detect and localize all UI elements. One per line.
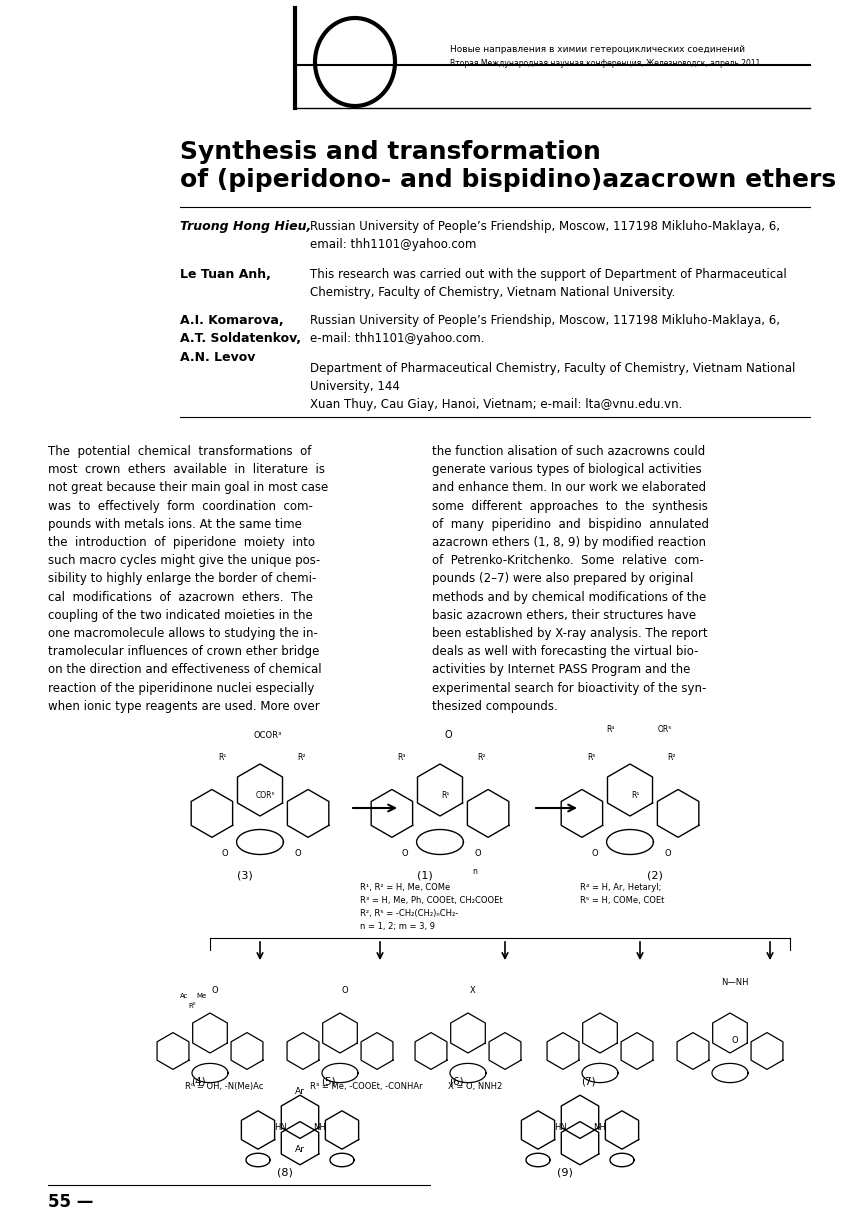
Text: Le Tuan Anh,: Le Tuan Anh, [180,267,271,281]
Text: R¹: R¹ [631,791,639,800]
Text: X = O, NNH2: X = O, NNH2 [448,1082,502,1092]
Text: O: O [732,1035,739,1045]
Text: COR⁵: COR⁵ [255,791,275,800]
Text: of (piperidono- and bispidino)azacrown ethers: of (piperidono- and bispidino)azacrown e… [180,168,836,192]
Text: This research was carried out with the support of Department of Pharmaceutical
C: This research was carried out with the s… [310,267,787,299]
Text: (1): (1) [417,871,433,880]
Text: R³ = H, Me, Ph, COOEt, CH₂COOEt: R³ = H, Me, Ph, COOEt, CH₂COOEt [360,896,502,905]
Text: Russian University of People’s Friendship, Moscow, 117198 Mikluho-Maklaya, 6,
e-: Russian University of People’s Friendshi… [310,314,780,346]
Text: Synthesis and transformation: Synthesis and transformation [180,140,601,164]
Text: A.I. Komarova,
A.T. Soldatenkov,
A.N. Levov: A.I. Komarova, A.T. Soldatenkov, A.N. Le… [180,314,301,364]
Text: O: O [665,849,672,858]
Text: 55 —: 55 — [48,1193,94,1211]
Text: (3): (3) [237,871,252,880]
Text: HN: HN [275,1123,287,1132]
Text: R²: R² [298,753,306,762]
Text: NH: NH [313,1123,326,1132]
Text: the function alisation of such azacrowns could
generate various types of biologi: the function alisation of such azacrowns… [432,444,709,713]
Text: (5): (5) [320,1077,335,1087]
Text: O: O [474,849,481,858]
Text: O: O [295,849,301,858]
Text: (8): (8) [277,1167,293,1177]
Text: R⁰: R⁰ [188,1002,196,1009]
Text: R¹, R² = H, Me, COMe: R¹, R² = H, Me, COMe [360,883,450,893]
Text: R¹: R¹ [441,791,449,800]
Text: R²: R² [478,753,486,762]
Text: R³: R³ [398,753,406,762]
Text: O: O [445,730,452,740]
Text: Вторая Международная научная конференция, Железноводск, апрель 2011: Вторая Международная научная конференция… [450,59,761,67]
Text: R³ = Me, -COOEt, -CONHAr: R³ = Me, -COOEt, -CONHAr [310,1082,422,1092]
Text: n = 1, 2; m = 3, 9: n = 1, 2; m = 3, 9 [360,922,435,930]
Text: Truong Hong Hieu,: Truong Hong Hieu, [180,220,311,233]
Text: HN: HN [554,1123,567,1132]
Text: N—NH: N—NH [722,978,749,987]
Text: Me: Me [196,993,207,999]
Text: O: O [402,849,408,858]
Text: Ac: Ac [180,993,189,999]
Text: O: O [212,987,218,995]
Text: The  potential  chemical  transformations  of
most  crown  ethers  available  in: The potential chemical transformations o… [48,444,328,713]
Text: Russian University of People’s Friendship, Moscow, 117198 Mikluho-Maklaya, 6,
em: Russian University of People’s Friendshi… [310,220,780,252]
Text: X: X [470,987,476,995]
Text: (2): (2) [647,871,663,880]
Text: O: O [592,849,598,858]
Text: OCOR³: OCOR³ [254,731,282,740]
Text: R⁰ = OH, -N(Me)Ac: R⁰ = OH, -N(Me)Ac [185,1082,264,1092]
Text: R⁴ = H, Ar, Hetaryl;: R⁴ = H, Ar, Hetaryl; [580,883,661,893]
Text: NH: NH [592,1123,605,1132]
Text: n: n [472,867,477,875]
Text: (4): (4) [190,1077,206,1087]
Text: (6): (6) [449,1077,463,1087]
Text: Department of Pharmaceutical Chemistry, Faculty of Chemistry, Vietnam National
U: Department of Pharmaceutical Chemistry, … [310,361,796,411]
Text: R⁵: R⁵ [587,753,596,762]
Text: R¹: R¹ [218,753,226,762]
Text: (9): (9) [557,1167,573,1177]
Text: R⁴: R⁴ [606,725,615,734]
Text: R², R⁵ = -CH₂(CH₂)ₙCH₂-: R², R⁵ = -CH₂(CH₂)ₙCH₂- [360,908,458,918]
Text: (7): (7) [581,1077,595,1087]
Text: R⁵ = H, COMe, COEt: R⁵ = H, COMe, COEt [580,896,665,905]
Text: O: O [222,849,229,858]
Text: O: O [342,987,348,995]
Text: Ar: Ar [295,1087,305,1096]
Text: Ar: Ar [295,1144,305,1154]
Text: OR⁵: OR⁵ [658,725,672,734]
Text: R²: R² [668,753,677,762]
Text: Новые направления в химии гетероциклических соединений: Новые направления в химии гетероцикличес… [450,45,745,55]
